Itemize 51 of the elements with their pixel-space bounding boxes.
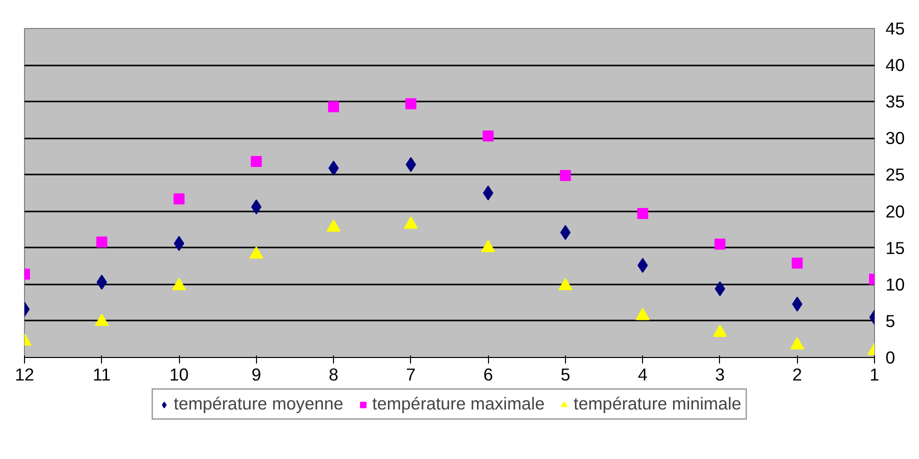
point [636, 308, 650, 320]
x-tick-label: 7 [406, 364, 416, 384]
y-tick-label: 5 [886, 310, 896, 331]
x-tick-label: 11 [92, 364, 111, 384]
y-tick-label: 20 [886, 201, 905, 222]
x-tick-label: 2 [792, 364, 802, 384]
point [714, 281, 726, 296]
x-tick-label: 3 [715, 364, 725, 384]
legend-label: température maximale [372, 394, 545, 414]
point [174, 193, 185, 204]
point [326, 219, 341, 232]
legend-label: température minimale [574, 394, 742, 414]
point [482, 186, 494, 200]
point [96, 236, 108, 248]
x-tick-label: 9 [252, 364, 262, 384]
point [560, 170, 571, 181]
point [94, 314, 109, 326]
x-tick-label: 12 [14, 364, 34, 384]
point [637, 208, 648, 219]
point [174, 236, 184, 251]
x-tick-label: 8 [328, 364, 338, 384]
x-tick-label: 6 [483, 364, 493, 384]
point [406, 156, 416, 172]
y-tick-label: 25 [886, 164, 905, 185]
legend-label: température moyenne [174, 394, 344, 414]
point [790, 337, 804, 350]
point [328, 160, 339, 176]
x-tick-label: 10 [169, 364, 189, 384]
point [250, 156, 262, 168]
point [249, 246, 264, 259]
point [558, 278, 572, 290]
point [714, 238, 726, 250]
point [404, 216, 418, 229]
y-tick-label: 30 [886, 128, 905, 148]
y-tick-label: 10 [886, 274, 905, 294]
x-tick-label: 5 [560, 364, 570, 384]
y-tick-label: 15 [886, 238, 905, 258]
y-tick-label: 40 [886, 55, 905, 76]
point [172, 278, 186, 290]
point [792, 258, 803, 269]
y-tick-label: 35 [886, 92, 905, 112]
point [405, 98, 416, 110]
point [712, 324, 727, 337]
point [328, 101, 340, 112]
x-tick-label: 4 [638, 364, 648, 384]
y-tick-label: 0 [886, 348, 896, 368]
point [560, 224, 571, 240]
point [482, 130, 494, 142]
x-tick-label: 1 [870, 364, 880, 384]
y-tick-label: 45 [886, 18, 905, 38]
point [481, 240, 496, 252]
